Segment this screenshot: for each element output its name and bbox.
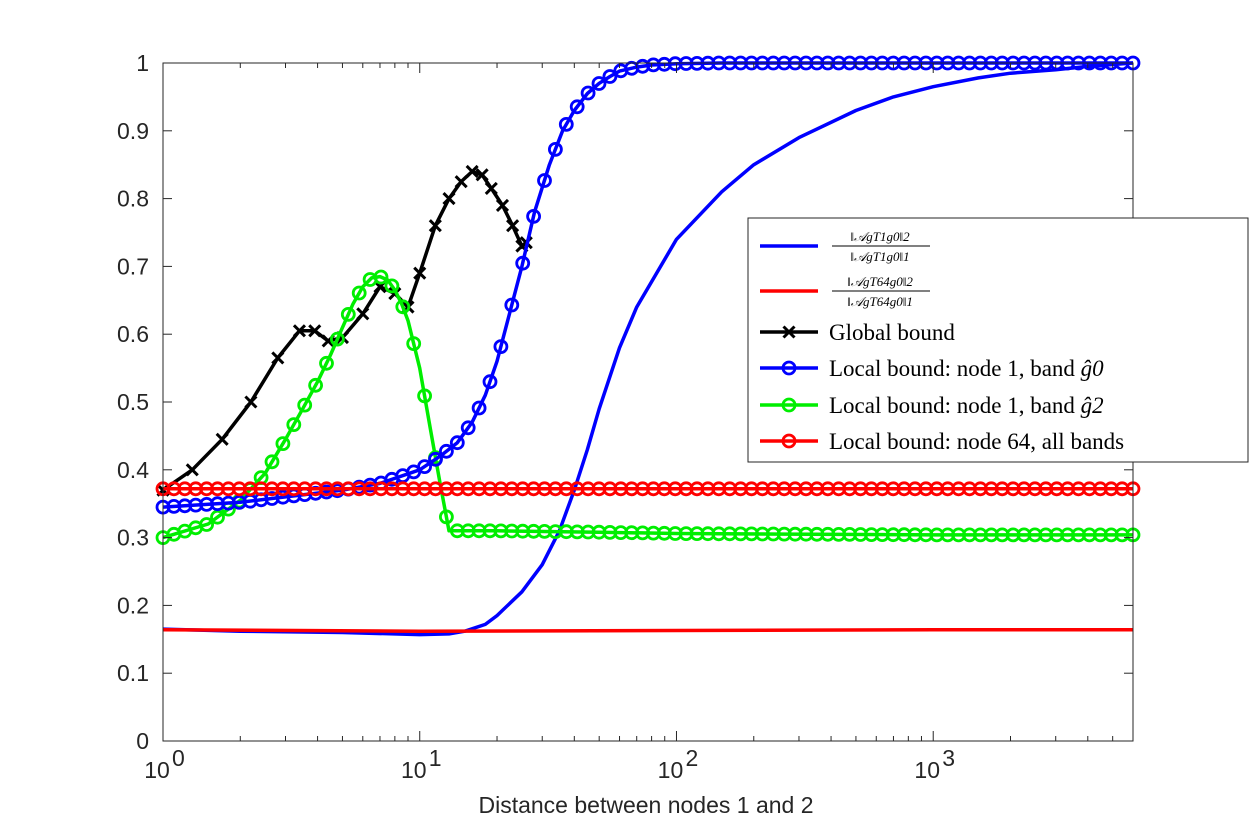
data-point bbox=[495, 198, 510, 212]
x-tick-exponent: 3 bbox=[942, 745, 955, 771]
data-point bbox=[569, 99, 585, 115]
data-point bbox=[329, 331, 345, 347]
series-local_g2 bbox=[155, 269, 1141, 545]
data-point bbox=[356, 307, 370, 321]
data-point bbox=[199, 517, 215, 532]
x-tick-label: 10 bbox=[914, 757, 940, 783]
y-tick-label: 1 bbox=[136, 50, 149, 76]
y-tick-label: 0.2 bbox=[117, 592, 149, 618]
legend-math: ĝ0 bbox=[1081, 356, 1105, 381]
y-tick-label: 0.8 bbox=[117, 186, 149, 212]
legend-box bbox=[747, 217, 1249, 463]
data-point bbox=[580, 85, 596, 101]
legend-marker bbox=[781, 360, 797, 376]
legend-marker bbox=[781, 433, 797, 449]
x-axis-title: Distance between nodes 1 and 2 bbox=[478, 792, 813, 818]
data-point bbox=[526, 208, 541, 224]
data-point bbox=[515, 255, 531, 271]
data-point bbox=[442, 192, 456, 206]
data-point bbox=[215, 432, 229, 446]
data-point bbox=[428, 451, 443, 467]
legend-item-local_g2: Local bound: node 1, band ĝ2 bbox=[760, 393, 1104, 418]
legend-label: Local bound: node 1, band ĝ2 bbox=[829, 393, 1104, 418]
x-tick-label: 10 bbox=[401, 757, 427, 783]
y-tick-label: 0.4 bbox=[117, 457, 149, 483]
data-point bbox=[286, 417, 302, 433]
legend-item-blue_ratio: ‖𝒜gT1g0‖2 ‖𝒜gT1g0‖1 bbox=[760, 229, 930, 264]
data-point bbox=[406, 336, 422, 352]
y-tick-label: 0.9 bbox=[117, 118, 149, 144]
x-tick-exponent: 0 bbox=[172, 745, 185, 771]
x-tick-exponent: 2 bbox=[685, 745, 698, 771]
data-point bbox=[275, 436, 291, 452]
legend-item-local_64: Local bound: node 64, all bands bbox=[760, 429, 1124, 454]
data-point bbox=[373, 269, 389, 285]
legend-fraction-denominator: ‖𝒜gT1g0‖1 bbox=[850, 249, 909, 264]
data-point bbox=[319, 355, 334, 371]
data-point bbox=[308, 377, 324, 393]
data-point bbox=[185, 463, 199, 477]
data-point bbox=[449, 435, 465, 451]
data-point bbox=[413, 266, 427, 280]
data-point bbox=[438, 443, 454, 459]
data-point bbox=[292, 324, 307, 338]
y-tick-label: 0.1 bbox=[117, 660, 149, 686]
data-point bbox=[454, 175, 468, 189]
data-point bbox=[482, 374, 498, 390]
data-point bbox=[537, 173, 552, 188]
data-point bbox=[264, 454, 280, 470]
legend-fraction-denominator: ‖𝒜gT64g0‖1 bbox=[847, 294, 913, 309]
legend-item-local_g0: Local bound: node 1, band ĝ0 bbox=[760, 356, 1104, 381]
data-point bbox=[438, 509, 454, 525]
data-point bbox=[297, 397, 313, 413]
x-tick-label: 10 bbox=[658, 757, 684, 783]
data-point bbox=[493, 339, 509, 355]
data-point bbox=[471, 400, 487, 416]
data-point bbox=[506, 219, 520, 233]
data-point bbox=[308, 324, 322, 338]
data-point bbox=[384, 278, 400, 294]
data-point bbox=[591, 76, 607, 91]
data-point bbox=[504, 297, 520, 313]
legend-marker bbox=[782, 325, 796, 339]
legend-item-red_ratio: ‖𝒜gT64g0‖2 ‖𝒜gT64g0‖1 bbox=[760, 274, 930, 309]
data-point bbox=[475, 168, 489, 182]
legend-label: Local bound: node 1, band ĝ0 bbox=[829, 356, 1104, 381]
y-tick-label: 0.3 bbox=[117, 525, 149, 551]
data-point bbox=[602, 69, 618, 84]
data-point bbox=[210, 509, 225, 525]
legend-fraction-numerator: ‖𝒜gT64g0‖2 bbox=[847, 274, 913, 289]
data-point bbox=[460, 420, 476, 436]
legend-item-global: Global bound bbox=[760, 320, 955, 345]
y-tick-label: 0.7 bbox=[117, 253, 149, 279]
legend: ‖𝒜gT1g0‖2 ‖𝒜gT1g0‖1 ‖𝒜gT64g0‖2 ‖𝒜gT64g0‖1 Gl… bbox=[747, 217, 1249, 463]
data-point bbox=[340, 306, 356, 322]
data-point bbox=[465, 164, 479, 179]
data-point bbox=[484, 181, 498, 195]
data-point bbox=[558, 117, 574, 132]
data-point bbox=[548, 141, 563, 157]
y-tick-label: 0.6 bbox=[117, 321, 149, 347]
legend-label: Local bound: node 64, all bands bbox=[829, 429, 1124, 454]
x-tick-exponent: 1 bbox=[429, 745, 442, 771]
data-point bbox=[417, 459, 433, 475]
data-point bbox=[417, 388, 433, 404]
data-point bbox=[395, 299, 411, 315]
series-red_ratio bbox=[162, 628, 1133, 633]
data-point bbox=[351, 285, 367, 301]
data-point bbox=[428, 219, 442, 233]
x-tick-label: 10 bbox=[144, 757, 170, 783]
y-tick-label: 0 bbox=[136, 728, 149, 754]
y-tick-label: 0.5 bbox=[117, 389, 149, 415]
legend-math: ĝ2 bbox=[1081, 393, 1104, 418]
series-line-red_ratio bbox=[162, 628, 1133, 633]
legend-fraction-numerator: ‖𝒜gT1g0‖2 bbox=[850, 229, 910, 244]
data-point bbox=[244, 395, 258, 409]
data-point bbox=[271, 351, 285, 365]
legend-label: Global bound bbox=[829, 320, 955, 345]
legend-marker bbox=[781, 397, 797, 413]
